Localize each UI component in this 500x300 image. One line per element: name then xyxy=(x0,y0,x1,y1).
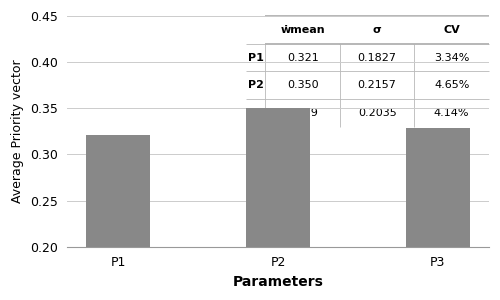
X-axis label: Parameters: Parameters xyxy=(232,275,324,289)
Bar xyxy=(406,128,469,247)
Bar xyxy=(86,135,150,247)
Bar xyxy=(246,108,310,247)
Y-axis label: Average Priority vector: Average Priority vector xyxy=(11,59,24,203)
